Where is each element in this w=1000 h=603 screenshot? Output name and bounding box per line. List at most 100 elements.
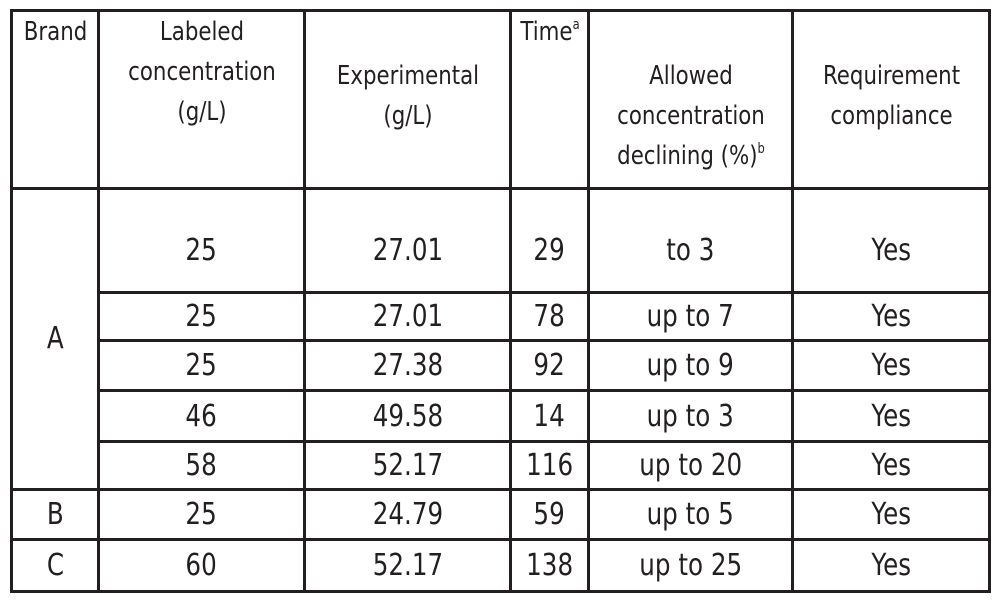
header-allowed-line2: concentration	[616, 101, 765, 131]
value-experimental: 27.38	[372, 348, 443, 384]
cell-experimental: 52.17	[303, 537, 512, 594]
cell-labeled: 25	[97, 186, 306, 295]
table-row: 58 52.17 116 up to 20 Yes	[12, 439, 991, 491]
table-row: C 60 52.17 138 up to 25 Yes	[10, 537, 991, 594]
cell-compliance: Yes	[791, 291, 991, 343]
value-experimental: 49.58	[372, 398, 443, 434]
value-labeled: 58	[185, 447, 218, 483]
value-allowed: to 3	[666, 233, 715, 269]
value-allowed: up to 9	[646, 348, 735, 384]
cell-compliance: Yes	[791, 339, 991, 393]
value-compliance: Yes	[871, 496, 911, 532]
value-experimental: 27.01	[372, 299, 443, 335]
cell-allowed: up to 5	[587, 487, 794, 541]
header-compliance-line2: compliance	[829, 101, 953, 131]
cell-experimental: 27.38	[303, 339, 512, 393]
cell-time: 29	[509, 186, 590, 295]
value-allowed: up to 3	[646, 398, 735, 434]
header-allowed-line1: Allowed	[648, 61, 733, 91]
cell-labeled: 25	[97, 291, 306, 343]
cell-experimental: 52.17	[303, 439, 512, 491]
value-labeled: 60	[185, 547, 218, 583]
cell-compliance: Yes	[791, 439, 991, 491]
value-labeled: 25	[185, 496, 218, 532]
header-time-label: Time	[519, 17, 573, 47]
value-compliance: Yes	[871, 398, 911, 434]
table-row: 46 49.58 14 up to 3 Yes	[12, 389, 991, 443]
value-labeled: 25	[185, 233, 218, 269]
value-experimental: 24.79	[372, 496, 443, 532]
cell-allowed: up to 25	[587, 537, 794, 594]
header-allowed-line3-wrap: declining (%)b	[608, 136, 773, 176]
cell-compliance: Yes	[791, 537, 991, 594]
cell-labeled: 60	[97, 537, 306, 594]
header-allowed-declining: Allowed concentration declining (%)b	[605, 9, 776, 190]
table-row: 25 27.01 78 up to 7 Yes	[12, 291, 991, 343]
cell-allowed: up to 3	[587, 389, 794, 443]
value-compliance: Yes	[871, 233, 911, 269]
header-time-footnote: a	[572, 17, 580, 33]
header-experimental: Experimental (g/L)	[321, 9, 494, 190]
value-time: 92	[533, 348, 566, 384]
cell-labeled: 25	[97, 487, 306, 541]
header-allowed-footnote: b	[757, 141, 765, 157]
value-time: 59	[533, 496, 566, 532]
cell-time: 78	[509, 291, 590, 343]
cell-compliance: Yes	[791, 389, 991, 443]
cell-time: 116	[509, 439, 590, 491]
header-time: Timea	[516, 9, 583, 190]
value-time: 78	[533, 299, 566, 335]
brand-cell-b: B	[10, 487, 100, 541]
header-allowed-line3: declining (%)	[616, 141, 758, 171]
header-labeled-line3: (g/L)	[176, 97, 227, 127]
value-labeled: 25	[185, 348, 218, 384]
value-allowed: up to 5	[646, 496, 735, 532]
value-compliance: Yes	[871, 447, 911, 483]
header-brand-label: Brand	[23, 17, 87, 47]
value-allowed: up to 25	[639, 547, 742, 583]
cell-compliance: Yes	[791, 487, 991, 541]
cell-labeled: 46	[97, 389, 306, 443]
header-labeled-line2: concentration	[127, 57, 276, 87]
header-experimental-line2: (g/L)	[382, 101, 433, 131]
value-experimental: 52.17	[372, 447, 443, 483]
value-time: 29	[533, 233, 566, 269]
header-compliance-line1: Requirement	[822, 61, 960, 91]
brand-cell-c: C	[10, 537, 100, 594]
cell-labeled: 25	[97, 339, 306, 393]
value-compliance: Yes	[871, 348, 911, 384]
value-compliance: Yes	[871, 547, 911, 583]
table-row: A 25 27.01 29 to 3 Yes	[10, 186, 991, 491]
header-requirement-compliance: Requirement compliance	[808, 9, 973, 190]
cell-compliance: Yes	[791, 186, 991, 295]
brand-label: C	[46, 547, 64, 583]
cell-experimental: 27.01	[303, 186, 512, 295]
table-row: 25 27.38 92 up to 9 Yes	[12, 339, 991, 393]
brand-cell-a: A	[10, 187, 100, 491]
brand-label: B	[46, 496, 64, 532]
cell-allowed: to 3	[587, 186, 794, 295]
header-labeled-concentration: Labeled concentration (g/L)	[115, 9, 288, 190]
header-experimental-line1: Experimental	[336, 61, 479, 91]
header-labeled-line1: Labeled	[159, 17, 244, 47]
table-row: B 25 24.79 59 up to 5 Yes	[10, 487, 991, 541]
value-compliance: Yes	[871, 299, 911, 335]
brand-label: A	[46, 321, 64, 357]
cell-allowed: up to 9	[587, 339, 794, 393]
header-brand: Brand	[18, 9, 92, 190]
cell-time: 59	[509, 487, 590, 541]
cell-experimental: 24.79	[303, 487, 512, 541]
cell-experimental: 27.01	[303, 291, 512, 343]
value-experimental: 27.01	[372, 233, 443, 269]
value-allowed: up to 7	[646, 299, 735, 335]
cell-allowed: up to 20	[587, 439, 794, 491]
value-time: 116	[526, 447, 573, 483]
value-allowed: up to 20	[639, 447, 742, 483]
value-labeled: 25	[185, 299, 218, 335]
concentration-table: Brand Labeled concentration (g/L) Experi…	[10, 9, 991, 594]
value-time: 138	[526, 547, 573, 583]
value-experimental: 52.17	[372, 547, 443, 583]
cell-time: 92	[509, 339, 590, 393]
value-labeled: 46	[185, 398, 218, 434]
cell-experimental: 49.58	[303, 389, 512, 443]
